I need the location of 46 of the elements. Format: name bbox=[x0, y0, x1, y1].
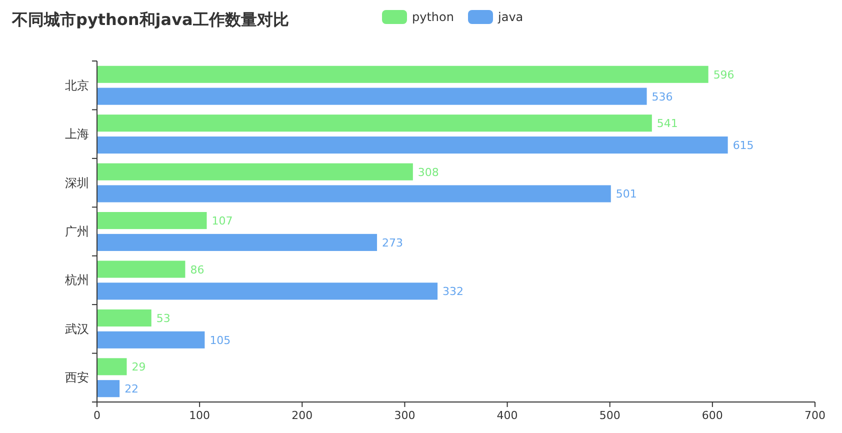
y-tick-label: 杭州 bbox=[64, 273, 89, 288]
data-label: 105 bbox=[210, 334, 231, 347]
y-tick-label: 西安 bbox=[65, 370, 89, 385]
bar bbox=[97, 136, 728, 154]
y-tick-label: 武汉 bbox=[65, 322, 89, 336]
x-tick-label: 0 bbox=[94, 409, 100, 422]
y-tick-label: 上海 bbox=[65, 127, 89, 142]
data-label: 541 bbox=[656, 117, 678, 130]
x-tick-label: 500 bbox=[599, 409, 620, 422]
data-label: 29 bbox=[132, 360, 146, 374]
bar bbox=[97, 380, 120, 398]
data-label: 536 bbox=[652, 90, 673, 104]
bar bbox=[97, 66, 708, 83]
bar bbox=[97, 358, 127, 376]
data-label: 501 bbox=[616, 188, 637, 201]
data-label: 273 bbox=[382, 236, 404, 250]
data-label: 596 bbox=[713, 68, 734, 82]
bar bbox=[97, 309, 152, 326]
data-label: 332 bbox=[442, 285, 464, 298]
legend-label: python bbox=[412, 10, 454, 24]
data-label: 86 bbox=[190, 263, 204, 276]
bar bbox=[97, 163, 413, 180]
data-label: 22 bbox=[124, 382, 139, 396]
x-tick-label: 300 bbox=[394, 409, 416, 422]
legend-label: java bbox=[497, 10, 524, 24]
x-tick-label: 700 bbox=[804, 409, 826, 422]
bar bbox=[97, 212, 207, 230]
data-label: 615 bbox=[732, 139, 754, 152]
bar bbox=[97, 114, 652, 132]
bar bbox=[97, 331, 205, 348]
y-tick-label: 深圳 bbox=[65, 176, 89, 190]
bar bbox=[97, 88, 647, 105]
x-tick-label: 200 bbox=[292, 409, 313, 422]
chart-title: 不同城市python和java工作数量对比 bbox=[11, 10, 289, 29]
bar bbox=[97, 282, 438, 300]
data-label: 107 bbox=[212, 214, 233, 228]
data-label: 308 bbox=[418, 166, 439, 179]
bar bbox=[97, 260, 186, 278]
y-tick-label: 广州 bbox=[65, 224, 89, 238]
x-tick-label: 100 bbox=[189, 409, 210, 422]
bar bbox=[97, 234, 378, 251]
data-label: 53 bbox=[156, 312, 170, 325]
bar bbox=[97, 185, 611, 202]
x-tick-label: 600 bbox=[702, 409, 723, 422]
x-tick-label: 400 bbox=[496, 409, 518, 422]
y-tick-label: 北京 bbox=[65, 78, 89, 92]
